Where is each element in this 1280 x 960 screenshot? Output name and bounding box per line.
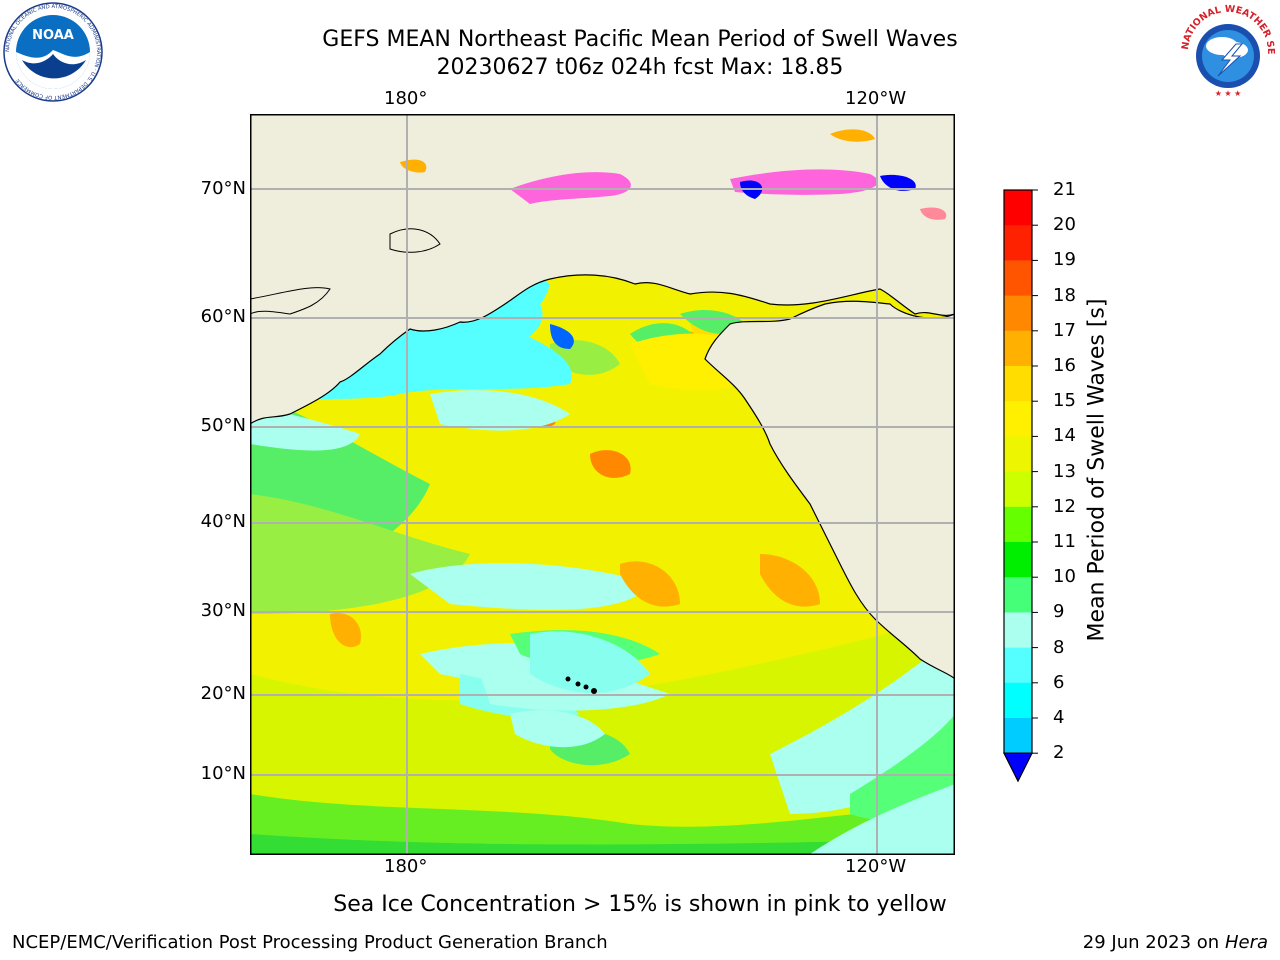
colorbar-tick-label: 20 — [1053, 214, 1076, 236]
colorbar — [1003, 189, 1038, 783]
colorbar-tick-label: 12 — [1053, 495, 1076, 517]
colorbar-extend-triangle — [1003, 752, 1033, 783]
colorbar-tick-label: 4 — [1053, 707, 1065, 728]
lat-label-50n: 50°N — [200, 415, 246, 436]
footer-host: Hera — [1224, 932, 1268, 953]
colorbar-segment — [1004, 612, 1032, 649]
land-detail — [250, 228, 441, 315]
colorbar-tick-label: 2 — [1053, 742, 1065, 764]
lat-label-20n: 20°N — [200, 683, 246, 704]
colorbar-tick-label: 9 — [1053, 601, 1065, 623]
colorbar-segment — [1004, 401, 1032, 437]
colorbar-segment — [1004, 542, 1032, 578]
nws-logo: NATIONAL WEATHER SERVICE ★ ★ ★ — [1178, 2, 1277, 101]
svg-text:NOAA: NOAA — [32, 28, 74, 43]
colorbar-segment — [1004, 366, 1032, 402]
map-frame — [250, 114, 955, 855]
lat-label-40n: 40°N — [200, 511, 246, 532]
colorbar-title: Mean Period of Swell Waves [s] — [1084, 298, 1110, 642]
colorbar-segment — [1004, 471, 1032, 508]
colorbar-tick-label: 8 — [1053, 636, 1065, 658]
colorbar-tick-label: 13 — [1053, 460, 1076, 482]
colorbar-tick-label: 19 — [1053, 249, 1076, 271]
map-title: GEFS MEAN Northeast Pacific Mean Period … — [322, 27, 958, 52]
colorbar-tick-label: 14 — [1053, 425, 1076, 447]
lon-label-bottom-180: 180° — [384, 856, 428, 877]
colorbar-segment — [1004, 682, 1032, 719]
graticule — [250, 114, 955, 855]
hawaii-islands — [565, 676, 597, 694]
lat-label-10n: 10°N — [200, 763, 246, 784]
colorbar-segment — [1004, 718, 1032, 754]
colorbar-tick-label: 18 — [1053, 284, 1076, 306]
noaa-logo: NATIONAL OCEANIC AND ATMOSPHERIC ADMINIS… — [3, 2, 103, 102]
colorbar-segment — [1004, 260, 1032, 297]
sea-ice-note: Sea Ice Concentration > 15% is shown in … — [333, 892, 947, 917]
map-subtitle: 20230627 t06z 024h fcst Max: 18.85 — [436, 55, 844, 80]
colorbar-tick-label: 16 — [1053, 355, 1076, 376]
colorbar-segment — [1004, 225, 1032, 261]
colorbar-segment — [1004, 647, 1032, 684]
svg-text:★ ★ ★: ★ ★ ★ — [1215, 89, 1242, 98]
colorbar-tick-label: 11 — [1053, 531, 1076, 552]
footer-credit: NCEP/EMC/Verification Post Processing Pr… — [12, 932, 608, 953]
colorbar-segment — [1004, 506, 1032, 543]
colorbar-segment — [1004, 436, 1032, 473]
colorbar-tick-label: 10 — [1053, 566, 1076, 588]
colorbar-tick-label: 6 — [1053, 671, 1065, 693]
lat-label-30n: 30°N — [200, 600, 246, 621]
lon-label-bottom-120w: 120°W — [845, 856, 907, 877]
colorbar-tick-label: 21 — [1053, 179, 1076, 200]
lat-label-70n: 70°N — [200, 178, 246, 199]
swell-period-map — [250, 114, 955, 855]
footer-date-text: 29 Jun 2023 on — [1082, 932, 1220, 953]
colorbar-segment — [1004, 330, 1032, 367]
colorbar-segment — [1004, 577, 1032, 613]
lon-label-top-120w: 120°W — [845, 88, 907, 109]
lon-label-top-180: 180° — [384, 88, 428, 109]
colorbar-tick-label: 15 — [1053, 390, 1076, 412]
colorbar-tick-label: 17 — [1053, 319, 1076, 341]
lat-label-60n: 60°N — [200, 306, 246, 327]
footer-date: 29 Jun 2023 on Hera — [1083, 932, 1268, 953]
colorbar-segment — [1004, 295, 1032, 332]
colorbar-segment — [1004, 190, 1032, 226]
